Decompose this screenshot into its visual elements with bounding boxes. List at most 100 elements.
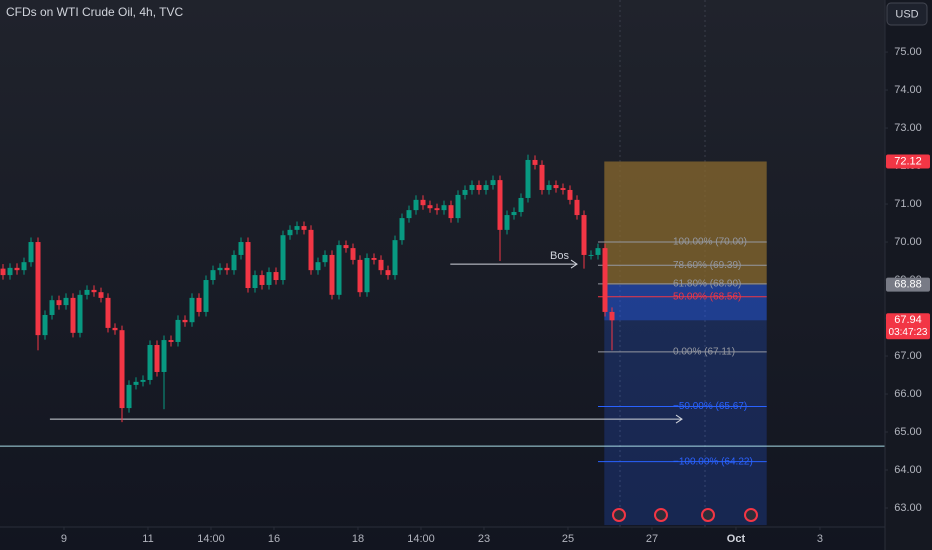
candles: [0, 154, 615, 423]
candle-body: [84, 289, 90, 295]
y-tick-label: 67.00: [894, 350, 922, 362]
candle-body: [560, 188, 566, 190]
candle-body: [126, 384, 132, 409]
candle-body: [322, 254, 328, 263]
candle-body: [511, 212, 517, 216]
candle-body: [231, 254, 237, 271]
candle-body: [196, 297, 202, 312]
candle-body: [91, 289, 97, 293]
candle-body: [462, 189, 468, 195]
candle-body: [483, 185, 489, 190]
currency-label: USD: [895, 8, 918, 20]
price-label: 67.94: [894, 314, 922, 326]
price-label-box: [886, 154, 930, 169]
candle-body: [294, 226, 300, 230]
event-icon[interactable]: [744, 508, 758, 522]
candle-body: [329, 254, 335, 295]
arrow-head: [570, 259, 578, 269]
candle-body: [203, 280, 209, 312]
axes: 63.0064.0065.0066.0067.0068.0069.0070.00…: [61, 46, 930, 545]
event-icons: [612, 508, 758, 522]
drawings: [0, 161, 885, 526]
candle-body: [119, 330, 125, 409]
candle-body: [301, 226, 307, 230]
candle-body: [364, 257, 370, 293]
candle-body: [406, 210, 412, 219]
candle-body: [602, 248, 608, 312]
y-tick-label: 63.00: [894, 502, 922, 514]
open-pnl-zone: [604, 284, 767, 321]
candle-body: [441, 205, 447, 211]
candle-body: [588, 254, 594, 256]
candle-body: [161, 340, 167, 372]
candle-body: [56, 300, 62, 306]
candle-body: [420, 199, 426, 206]
countdown-label: 03:47:23: [889, 327, 928, 338]
candle-body: [175, 319, 181, 342]
candle-body: [350, 248, 356, 260]
candle-body: [70, 297, 76, 333]
fib-label: 78.60% (69.39): [673, 260, 741, 271]
candle-body: [546, 185, 552, 190]
y-tick-label: 66.00: [894, 388, 922, 400]
candle-body: [259, 275, 265, 285]
candle-body: [49, 300, 55, 315]
candle-body: [595, 248, 601, 255]
candle-body: [63, 297, 69, 306]
y-tick-label: 75.00: [894, 46, 922, 58]
candle-body: [224, 267, 230, 271]
candle-body: [98, 292, 104, 298]
x-tick-label: 27: [646, 533, 658, 545]
candle-body: [112, 327, 118, 331]
target-zone: [604, 284, 767, 526]
candle-body: [154, 345, 160, 372]
candle-body: [469, 185, 475, 190]
candle-body: [77, 294, 83, 333]
candle-body: [280, 235, 286, 281]
candle-body: [168, 340, 174, 342]
candle-body: [574, 199, 580, 216]
candle-body: [532, 159, 538, 165]
candle-body: [539, 164, 545, 190]
x-tick-label: 9: [61, 533, 67, 545]
candle-body: [448, 205, 454, 219]
y-tick-label: 64.00: [894, 464, 922, 476]
candle-body: [385, 270, 391, 276]
x-tick-label: Oct: [727, 533, 746, 545]
candle-body: [14, 267, 20, 271]
currency-button[interactable]: [886, 2, 928, 26]
candle-body: [581, 215, 587, 255]
candle-body: [392, 240, 398, 276]
candle-body: [35, 242, 41, 336]
y-tick-label: 70.00: [894, 236, 922, 248]
x-tick-label: 23: [478, 533, 490, 545]
candle-body: [105, 297, 111, 328]
candle-body: [490, 180, 496, 186]
overlay: 100.00% (70.00) 78.60% (69.39) 61.80% (68.…: [550, 237, 753, 468]
fib-label: 100.00% (70.00): [673, 237, 747, 248]
candle-body: [266, 272, 272, 285]
candle-body: [455, 194, 461, 219]
candle-body: [357, 259, 363, 293]
candle-body: [434, 208, 440, 211]
event-icon[interactable]: [654, 508, 668, 522]
event-icon[interactable]: [701, 508, 715, 522]
x-tick-label: 18: [352, 533, 364, 545]
candle-body: [217, 267, 223, 271]
event-icon[interactable]: [612, 508, 626, 522]
candle-body: [343, 245, 349, 249]
fib-label: 61.80% (68.90): [673, 278, 741, 289]
candle-body: [28, 242, 34, 263]
candle-body: [476, 185, 482, 190]
y-tick-label: 71.00: [894, 198, 922, 210]
fib-label: 0.00% (67.11): [673, 346, 735, 357]
candle-body: [147, 345, 153, 380]
price-label: 68.88: [894, 278, 922, 290]
price-label: 72.12: [894, 155, 922, 167]
candle-body: [371, 257, 377, 260]
fib-label: 50.00% (68.56): [673, 291, 741, 302]
candle-body: [525, 159, 531, 198]
x-tick-label: 16: [268, 533, 280, 545]
candle-body: [42, 314, 48, 336]
y-tick-label: 73.00: [894, 122, 922, 134]
